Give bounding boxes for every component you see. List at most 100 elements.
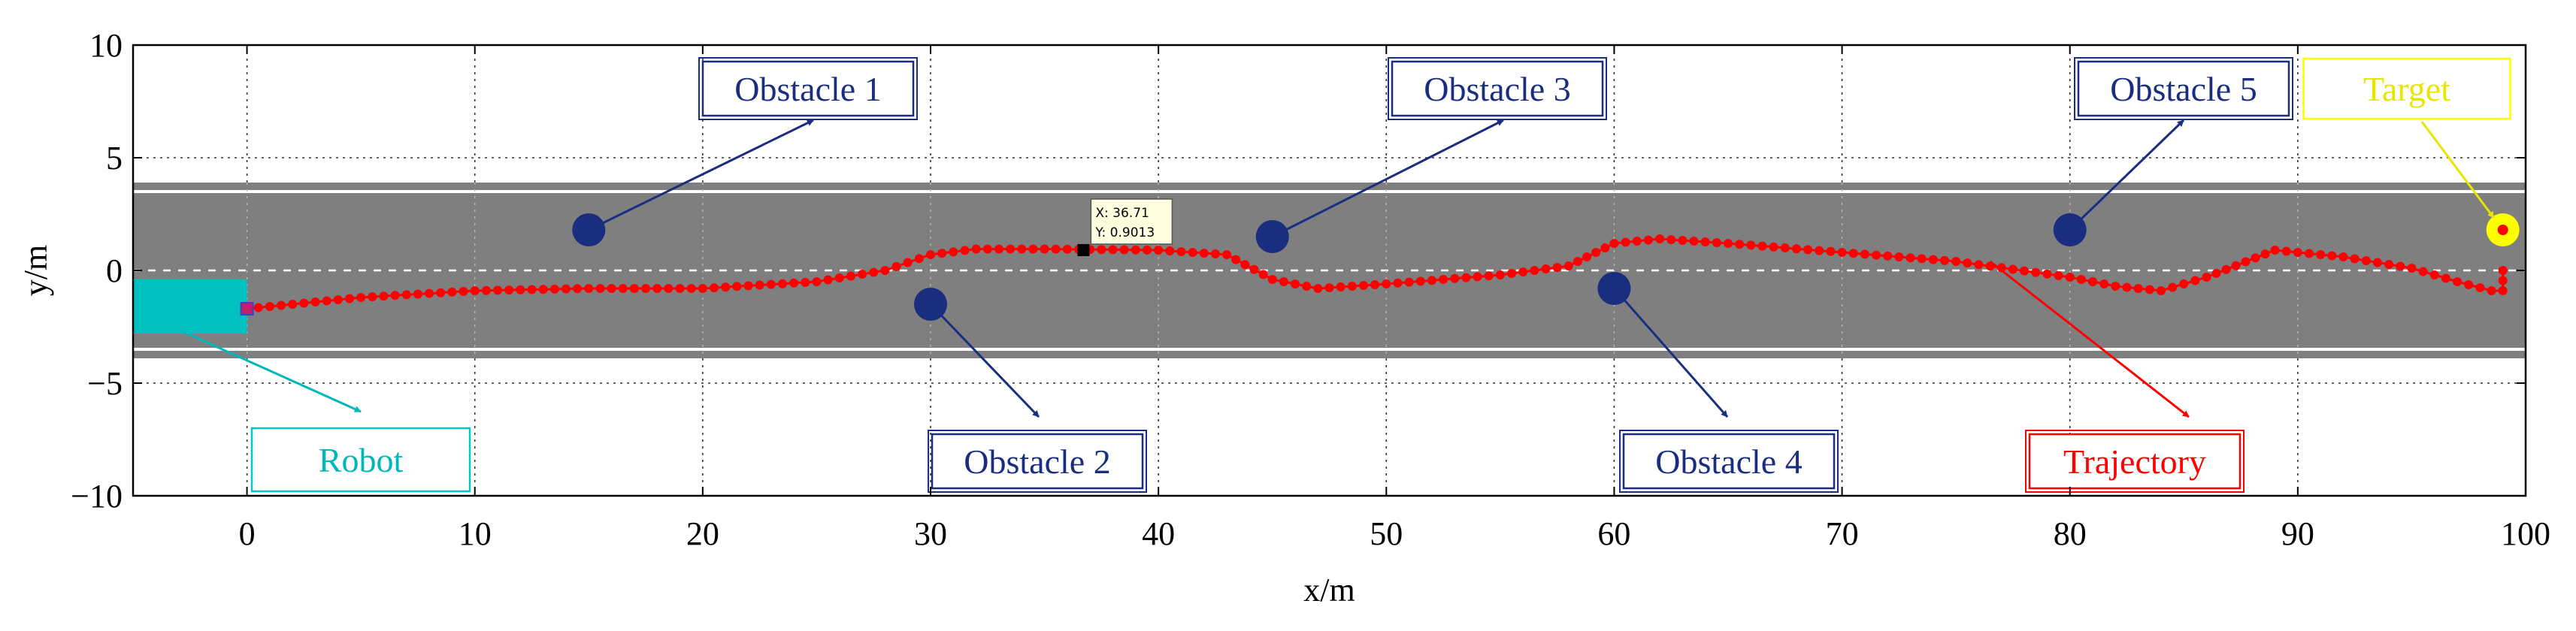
trajectory-point bbox=[2065, 273, 2075, 282]
trajectory-point bbox=[1210, 249, 1220, 258]
trajectory-point bbox=[2042, 269, 2052, 279]
trajectory-point bbox=[1165, 246, 1175, 255]
trajectory-point bbox=[2202, 273, 2211, 282]
trajectory-point bbox=[447, 287, 457, 297]
trajectory-point bbox=[1302, 282, 1312, 291]
trajectory-point bbox=[1883, 251, 1893, 261]
trajectory-point bbox=[549, 284, 559, 294]
trajectory-label-text: Trajectory bbox=[2063, 442, 2206, 481]
trajectory-label: Trajectory bbox=[2025, 430, 2245, 493]
trajectory-point bbox=[1860, 249, 1869, 259]
trajectory-point bbox=[743, 281, 753, 291]
obstacle-2-arrow bbox=[929, 303, 1040, 418]
obstacle-3-label-text: Obstacle 3 bbox=[1424, 70, 1570, 108]
x-tick-label: 60 bbox=[1597, 515, 1630, 552]
obstacle-4-label-border bbox=[1622, 433, 1836, 490]
trajectory-point bbox=[1655, 234, 1665, 243]
trajectory-point bbox=[732, 282, 742, 291]
trajectory-point bbox=[1051, 244, 1061, 254]
robot-body bbox=[133, 279, 247, 334]
obstacle-4-label: Obstacle 4 bbox=[1619, 430, 1839, 493]
trajectory-point bbox=[1678, 236, 1688, 245]
trajectory-point bbox=[504, 285, 514, 295]
trajectory-point bbox=[288, 300, 298, 309]
trajectory-point bbox=[607, 284, 616, 293]
trajectory-point bbox=[1258, 270, 1268, 279]
obstacle-3-label-outer-border bbox=[1388, 57, 1607, 120]
trajectory-point bbox=[2145, 285, 2154, 294]
trajectory-point bbox=[1724, 239, 1733, 248]
trajectory-point bbox=[561, 284, 571, 294]
trajectory-point bbox=[880, 266, 890, 275]
trajectory-point bbox=[2260, 249, 2270, 259]
trajectory-point bbox=[1404, 277, 1414, 287]
datatip-y-text: Y: 0.9013 bbox=[1094, 225, 1155, 240]
trajectory-point bbox=[2076, 275, 2086, 284]
trajectory-point bbox=[1621, 237, 1630, 247]
trajectory-point bbox=[2441, 273, 2450, 283]
target-label-border bbox=[2302, 57, 2511, 120]
trajectory-point bbox=[1837, 248, 1847, 257]
obstacle-1-label: Obstacle 1 bbox=[698, 57, 918, 120]
trajectory-point bbox=[1951, 257, 1961, 266]
obstacle-2-label-outer-border bbox=[928, 430, 1147, 493]
axis-ticks: 0 10 20 30 40 50 60 70 80 90 100 −10 −5 0 5 10 bbox=[71, 27, 2550, 552]
trajectory-point bbox=[960, 246, 970, 255]
trajectory-point bbox=[1939, 255, 1949, 265]
trajectory-point bbox=[2418, 267, 2428, 276]
trajectory-point bbox=[789, 278, 799, 288]
trajectory-point bbox=[2099, 279, 2109, 288]
trajectory-label-outer-border bbox=[2025, 430, 2245, 493]
trajectory-point bbox=[1415, 276, 1425, 286]
trajectory-point bbox=[1609, 239, 1619, 248]
x-tick-label: 20 bbox=[686, 515, 719, 552]
trajectory-point bbox=[1917, 254, 1927, 264]
trajectory-point bbox=[869, 267, 879, 277]
trajectory-point bbox=[2361, 256, 2371, 265]
target-label-text: Target bbox=[2363, 70, 2450, 108]
trajectory-point bbox=[982, 244, 992, 254]
trajectory bbox=[242, 234, 2508, 313]
trajectory-point bbox=[1188, 248, 1197, 257]
trajectory-point bbox=[2475, 283, 2485, 292]
trajectory-point bbox=[834, 273, 844, 282]
trajectory-point bbox=[2487, 286, 2496, 295]
trajectory-point bbox=[1062, 244, 1072, 254]
trajectory-point bbox=[1541, 264, 1551, 273]
trajectory-point bbox=[2231, 261, 2241, 270]
obstacle-5-label-outer-border bbox=[2074, 57, 2293, 120]
trajectory-point bbox=[1495, 270, 1505, 279]
datatip-box bbox=[1090, 198, 1173, 245]
trajectory-point bbox=[1735, 240, 1745, 249]
trajectory-point bbox=[766, 279, 776, 289]
trajectory-point bbox=[1815, 246, 1824, 255]
trajectory-point bbox=[1791, 244, 1801, 254]
trajectory-point bbox=[1382, 279, 1391, 288]
x-tick-label: 30 bbox=[914, 515, 947, 552]
trajectory-point bbox=[2293, 248, 2302, 257]
trajectory-point bbox=[2372, 258, 2382, 267]
robot-label: Robot bbox=[250, 427, 471, 493]
y-tick-label: −10 bbox=[71, 478, 123, 515]
obstacle-5-label-text: Obstacle 5 bbox=[2110, 70, 2257, 108]
trajectory-point bbox=[1427, 276, 1436, 285]
trajectory-point bbox=[2396, 261, 2405, 271]
trajectory-point bbox=[2122, 282, 2132, 292]
trajectory-point bbox=[481, 285, 491, 295]
robot-arrow bbox=[180, 329, 362, 413]
trajectory-point bbox=[2498, 276, 2508, 285]
trajectory-point bbox=[2464, 280, 2474, 289]
trajectory-point bbox=[1746, 240, 1756, 250]
trajectory-point bbox=[1222, 250, 1232, 259]
trajectory-point bbox=[1552, 263, 1562, 272]
trajectory-point bbox=[629, 284, 639, 293]
trajectory-point bbox=[595, 284, 605, 293]
trajectory-point bbox=[891, 261, 901, 271]
trajectory-point bbox=[1600, 243, 1610, 252]
trajectory-point bbox=[2407, 264, 2417, 273]
trajectory-point bbox=[1439, 275, 1448, 284]
obstacle-2-label-border bbox=[931, 433, 1144, 490]
obstacle-5-arrow bbox=[2069, 119, 2185, 231]
trajectory-point bbox=[937, 249, 947, 258]
